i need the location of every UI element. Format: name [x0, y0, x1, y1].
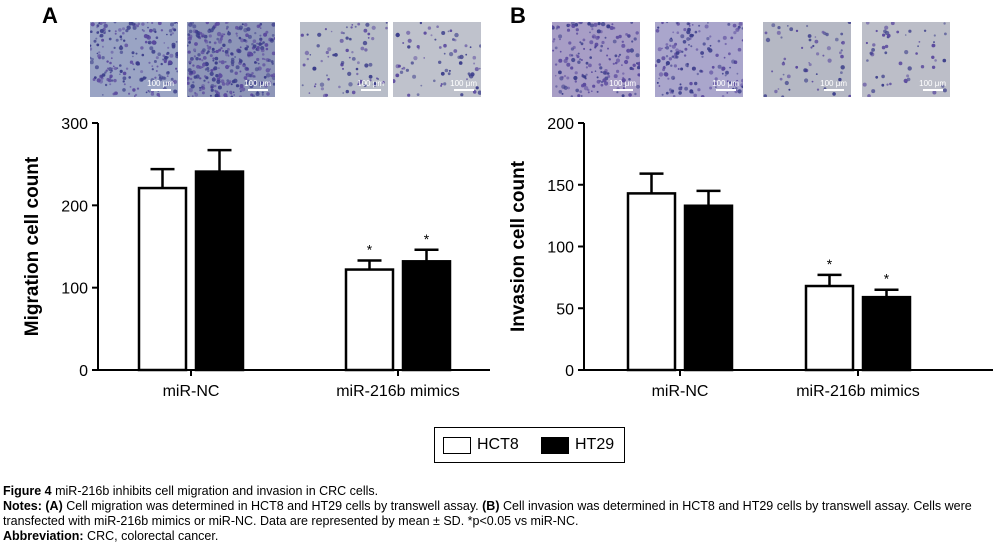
- y-tick-label: 100: [61, 281, 88, 298]
- scale-label: 100 μm: [357, 79, 384, 88]
- legend-swatch-ht29: [541, 436, 569, 454]
- invasion-bar-chart: 0 50 100 150 200 Invasion cell count miR-NC miR…: [508, 116, 993, 400]
- scale-bar: 100 μm: [450, 79, 477, 91]
- migration-bar-chart: 0 100 200 300 Migration cell count miR-NC miR-…: [22, 116, 490, 400]
- scale-line: [247, 89, 268, 91]
- bar-ht29-2: [861, 295, 912, 372]
- scale-label: 100 μm: [609, 79, 636, 88]
- notes-a-text: Cell migration was determined in HCT8 an…: [62, 499, 483, 513]
- bar-hct8-2: [804, 284, 855, 372]
- legend-label-hct8: HCT8: [477, 436, 519, 453]
- x-tick-label: miR-216b mimics: [796, 383, 920, 400]
- panel-a-label: A: [42, 3, 58, 28]
- significance-marker: *: [884, 271, 890, 287]
- x-tick-label: miR-NC: [163, 383, 220, 400]
- y-tick-label: 200: [61, 198, 88, 215]
- scale-label: 100 μm: [712, 79, 739, 88]
- micrograph-b-2: 100 μm: [655, 22, 743, 97]
- micrograph-a-2: 100 μm: [187, 22, 275, 97]
- micrograph-a-4: 100 μm: [393, 22, 481, 97]
- scale-bar: 100 μm: [820, 79, 847, 91]
- notes-label: Notes:: [3, 499, 42, 513]
- figure-label: Figure 4: [3, 484, 52, 498]
- y-tick-label: 150: [547, 178, 574, 195]
- abbrev-text: CRC, colorectal cancer.: [83, 529, 219, 543]
- scale-line: [453, 89, 474, 91]
- scale-line: [715, 89, 736, 91]
- significance-marker: *: [827, 256, 833, 272]
- legend-label-ht29: HT29: [575, 436, 615, 453]
- scale-label: 100 μm: [244, 79, 271, 88]
- panel-b-label: B: [510, 3, 526, 28]
- notes-b-text: Cell invasion was determined in HCT8 and…: [3, 499, 972, 528]
- micrograph-b-3: 100 μm: [763, 22, 851, 97]
- significance-marker: *: [424, 231, 430, 247]
- caption-title-line: Figure 4 miR-216b inhibits cell migratio…: [3, 484, 993, 499]
- figure-caption: Figure 4 miR-216b inhibits cell migratio…: [3, 484, 993, 544]
- scale-label: 100 μm: [450, 79, 477, 88]
- significance-marker: *: [367, 241, 373, 257]
- bar-hct8-1: [137, 186, 188, 372]
- scale-line: [922, 89, 943, 91]
- bar-ht29-2: [401, 260, 452, 372]
- scale-bar: 100 μm: [147, 79, 174, 91]
- notes-b-label: (B): [482, 499, 500, 513]
- bar-hct8-2: [344, 268, 395, 372]
- bar-hct8-1: [626, 192, 677, 372]
- scale-line: [612, 89, 633, 91]
- scale-bar: 100 μm: [244, 79, 271, 91]
- scale-line: [360, 89, 381, 91]
- figure-text: miR-216b inhibits cell migration and inv…: [51, 484, 379, 498]
- y-tick-label: 50: [556, 301, 574, 318]
- legend-item-hct8: HCT8: [443, 436, 519, 454]
- abbrev-label: Abbreviation:: [3, 529, 84, 543]
- y-tick-label: 100: [547, 240, 574, 257]
- scale-label: 100 μm: [147, 79, 174, 88]
- micrograph-b-1: 100 μm: [552, 22, 640, 97]
- scale-label: 100 μm: [919, 79, 946, 88]
- y-tick-label: 0: [79, 363, 88, 380]
- micrograph-a-1: 100 μm: [90, 22, 178, 97]
- scale-label: 100 μm: [820, 79, 847, 88]
- scale-bar: 100 μm: [712, 79, 739, 91]
- legend: HCT8 HT29: [434, 427, 625, 463]
- x-tick-label: miR-NC: [652, 383, 709, 400]
- scale-bar: 100 μm: [357, 79, 384, 91]
- caption-abbreviation: Abbreviation: CRC, colorectal cancer.: [3, 529, 993, 544]
- scale-line: [823, 89, 844, 91]
- scale-line: [150, 89, 171, 91]
- y-axis-title: Migration cell count: [22, 156, 43, 336]
- scale-bar: 100 μm: [609, 79, 636, 91]
- y-tick-label: 0: [565, 363, 574, 380]
- micrograph-b-4: 100 μm: [862, 22, 950, 97]
- bar-ht29-1: [194, 170, 245, 372]
- micrograph-a-3: 100 μm: [300, 22, 388, 97]
- bar-ht29-1: [683, 204, 734, 372]
- caption-notes: Notes: (A) Cell migration was determined…: [3, 499, 993, 529]
- x-tick-label: miR-216b mimics: [336, 383, 460, 400]
- scale-bar: 100 μm: [919, 79, 946, 91]
- legend-item-ht29: HT29: [541, 436, 614, 454]
- legend-swatch-hct8: [443, 436, 471, 454]
- y-tick-label: 200: [547, 116, 574, 133]
- notes-a-label: (A): [45, 499, 63, 513]
- y-axis-title: Invasion cell count: [508, 160, 529, 332]
- y-tick-label: 300: [61, 116, 88, 133]
